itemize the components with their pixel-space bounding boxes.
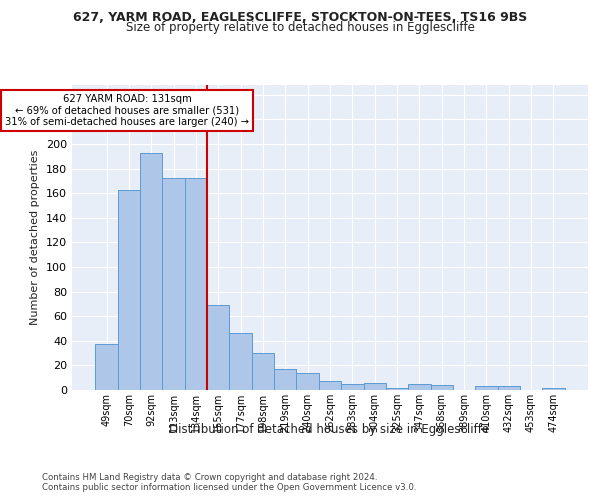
Bar [185,178,207,390]
Text: Distribution of detached houses by size in Egglescliffe: Distribution of detached houses by size … [169,422,489,436]
Bar [475,386,497,390]
Text: Contains HM Land Registry data © Crown copyright and database right 2024.: Contains HM Land Registry data © Crown c… [42,472,377,482]
Bar [95,344,118,390]
Bar [118,190,140,390]
Text: 627, YARM ROAD, EAGLESCLIFFE, STOCKTON-ON-TEES, TS16 9BS: 627, YARM ROAD, EAGLESCLIFFE, STOCKTON-O… [73,11,527,24]
Bar [229,334,252,390]
Bar [497,386,520,390]
Bar [274,369,296,390]
Bar [408,384,431,390]
Bar [319,382,341,390]
Bar [207,305,229,390]
Bar [163,178,185,390]
Text: Size of property relative to detached houses in Egglescliffe: Size of property relative to detached ho… [125,22,475,35]
Text: Contains public sector information licensed under the Open Government Licence v3: Contains public sector information licen… [42,482,416,492]
Bar [386,388,408,390]
Bar [296,373,319,390]
Bar [252,353,274,390]
Text: 627 YARM ROAD: 131sqm
← 69% of detached houses are smaller (531)
31% of semi-det: 627 YARM ROAD: 131sqm ← 69% of detached … [5,94,249,128]
Bar [140,152,163,390]
Bar [341,384,364,390]
Bar [364,382,386,390]
Bar [431,385,453,390]
Y-axis label: Number of detached properties: Number of detached properties [31,150,40,325]
Bar [542,388,565,390]
